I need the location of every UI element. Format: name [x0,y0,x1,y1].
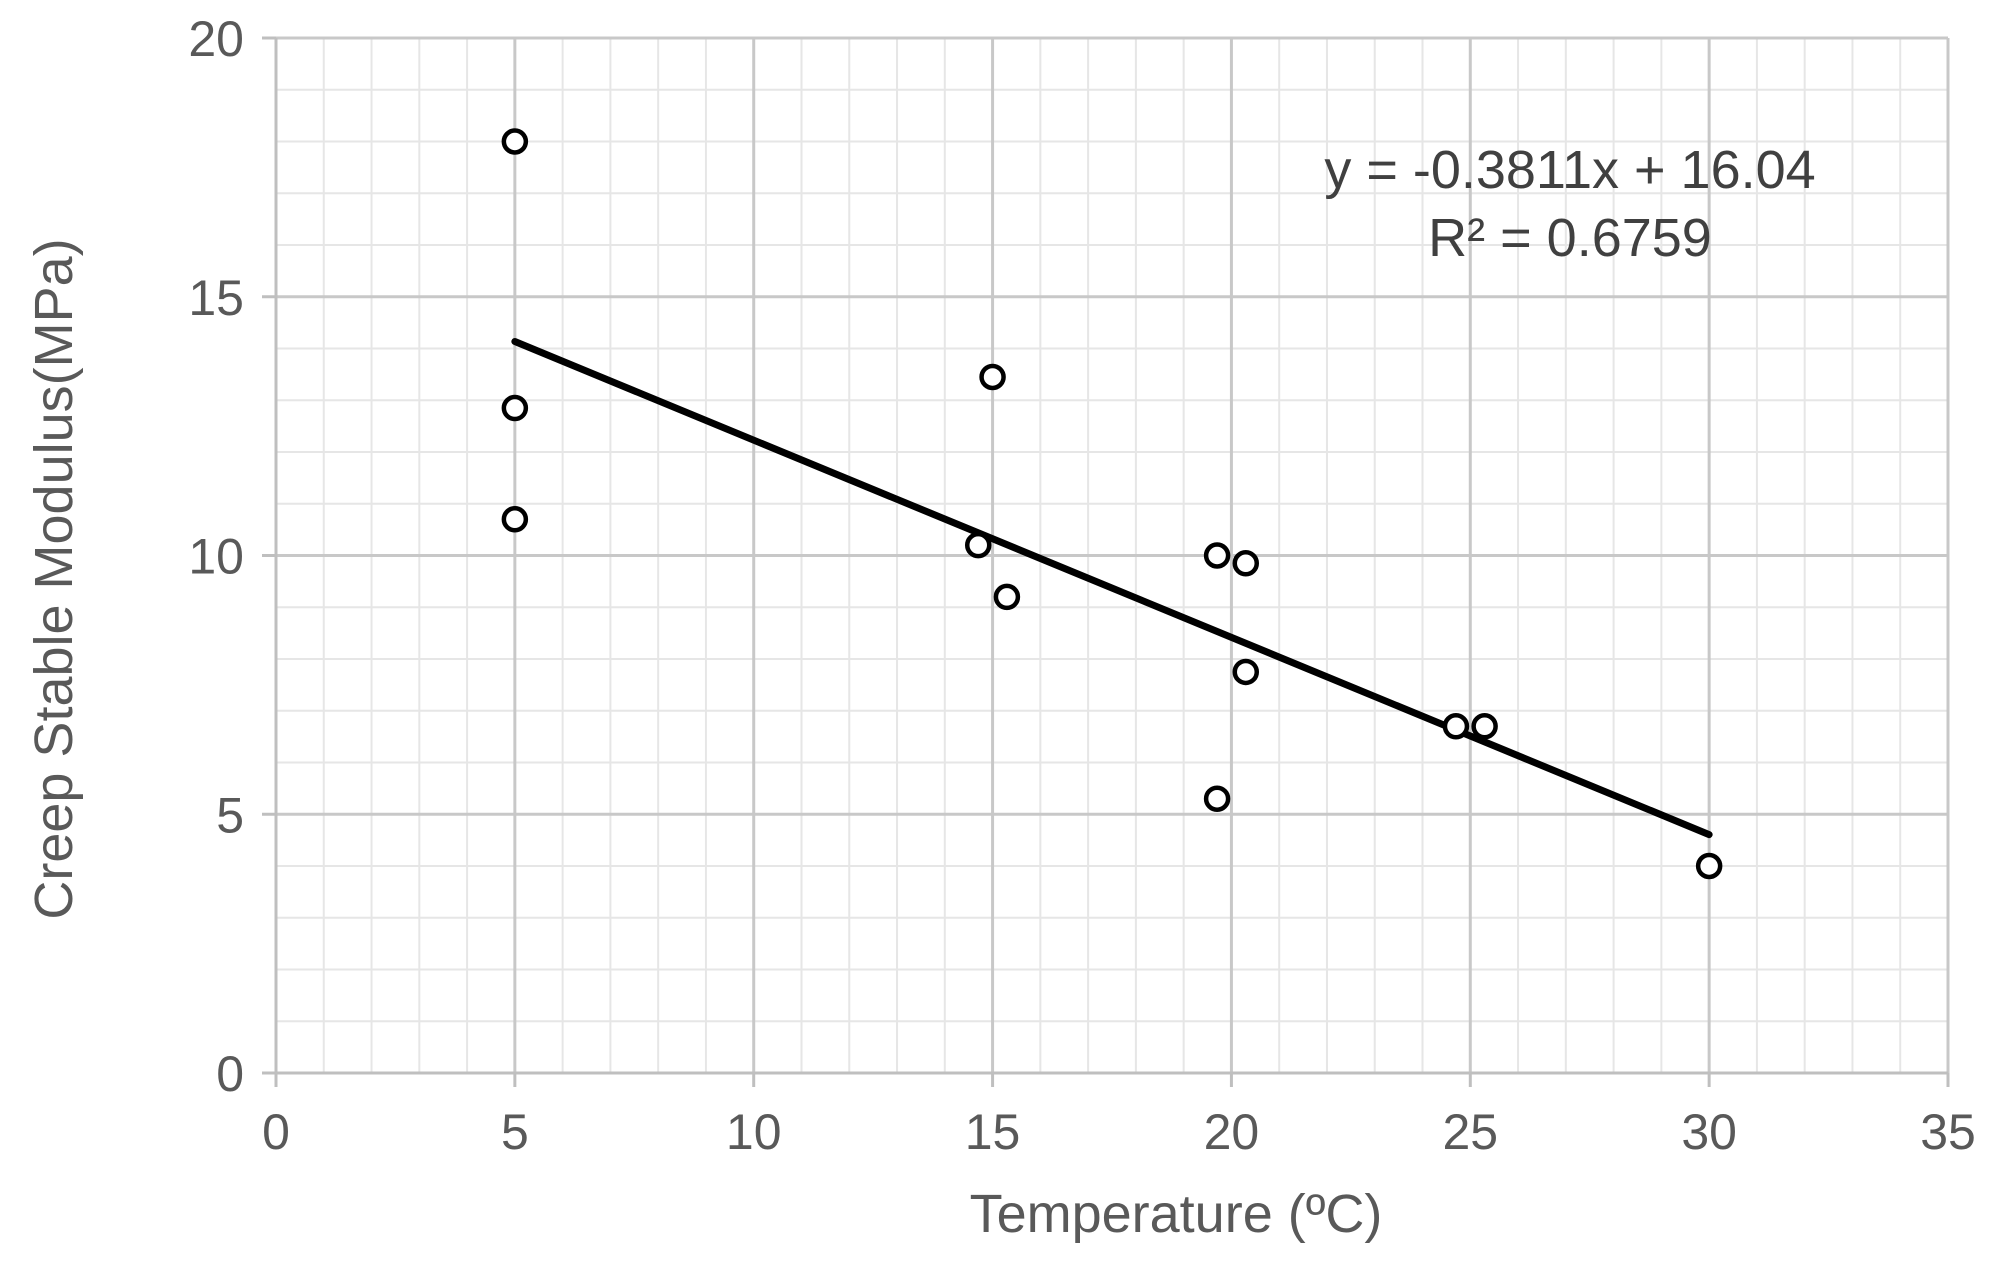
x-tick-label: 25 [1442,1104,1498,1160]
x-tick-label: 30 [1681,1104,1737,1160]
data-point [501,506,529,533]
y-tick-label: 10 [188,529,244,585]
data-point [979,363,1006,391]
trendline-r-squared: R² = 0.6759 [1428,208,1712,268]
data-point [1203,542,1231,569]
x-tick-label: 5 [501,1104,529,1160]
data-points [501,128,1723,880]
data-point [1695,852,1723,880]
data-point [501,394,529,422]
data-point [501,128,529,155]
data-point [964,531,992,559]
y-tick-label: 5 [216,787,244,843]
x-tick-label: 10 [726,1104,782,1160]
x-tick-label: 0 [262,1104,290,1160]
trendline-group [511,338,1713,839]
data-point [1203,785,1231,812]
data-point [1232,550,1260,577]
x-axis-ticks: 0 5 10 15 20 25 30 35 [262,1073,1976,1160]
y-axis-title: Creep Stable Modulus(MPa) [24,238,84,919]
data-point [1471,713,1498,740]
y-axis-ticks: 0 5 10 15 20 [188,11,276,1102]
trendline [511,338,1713,839]
x-tick-label: 15 [965,1104,1021,1160]
trendline-equation: y = -0.3811x + 16.04 [1324,140,1815,200]
data-point [993,583,1021,611]
y-tick-label: 20 [188,11,244,67]
x-axis-title: Temperature (ºC) [970,1184,1383,1244]
x-tick-label: 35 [1920,1104,1976,1160]
y-tick-label: 15 [188,270,244,326]
data-point [1442,713,1470,740]
y-tick-label: 0 [216,1046,244,1102]
x-tick-label: 20 [1204,1104,1260,1160]
data-point [1232,658,1260,686]
